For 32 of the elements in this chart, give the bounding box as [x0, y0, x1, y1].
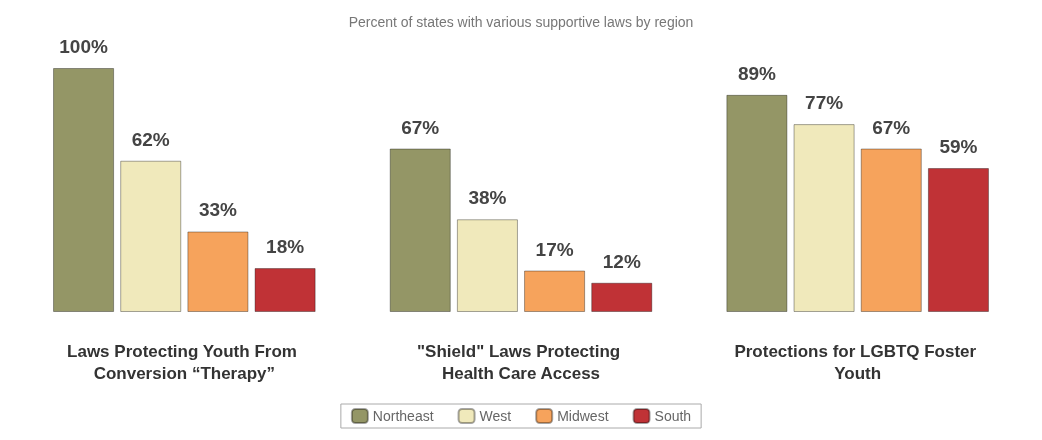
bar — [860, 148, 922, 312]
bar — [254, 268, 316, 312]
bar — [793, 124, 855, 312]
data-label: 62% — [131, 128, 170, 150]
bar — [456, 219, 518, 312]
bar — [120, 160, 182, 312]
x-tick-label: Laws Protecting Youth From Conversion “Therapy” — [67, 341, 302, 383]
bar — [927, 168, 989, 312]
data-label: 59% — [939, 136, 978, 158]
bar — [726, 94, 788, 312]
data-label: 67% — [401, 116, 440, 138]
data-label: 12% — [602, 250, 641, 272]
data-label: 38% — [468, 187, 507, 209]
legend-label: South — [654, 408, 692, 424]
bar — [53, 68, 115, 312]
bar — [591, 282, 653, 312]
data-label: 67% — [872, 116, 911, 138]
legend-label: Midwest — [557, 408, 609, 424]
data-label: 89% — [737, 62, 777, 84]
x-tick-label: "Shield" Laws Protecting Health Care Access — [417, 341, 625, 383]
x-tick-label: Protections for LGBTQ Foster Youth — [734, 341, 981, 383]
data-label: 100% — [59, 36, 108, 57]
bar — [389, 148, 451, 312]
legend-label: Northeast — [372, 408, 434, 424]
bar — [187, 231, 249, 312]
legend-label: West — [479, 408, 512, 424]
data-label: 33% — [198, 199, 238, 221]
data-label: 18% — [266, 236, 305, 258]
bar — [524, 270, 586, 312]
data-label: 77% — [805, 92, 844, 114]
data-label: 17% — [535, 238, 574, 260]
chart-title: Percent of states with various supportive laws by region — [348, 14, 694, 30]
